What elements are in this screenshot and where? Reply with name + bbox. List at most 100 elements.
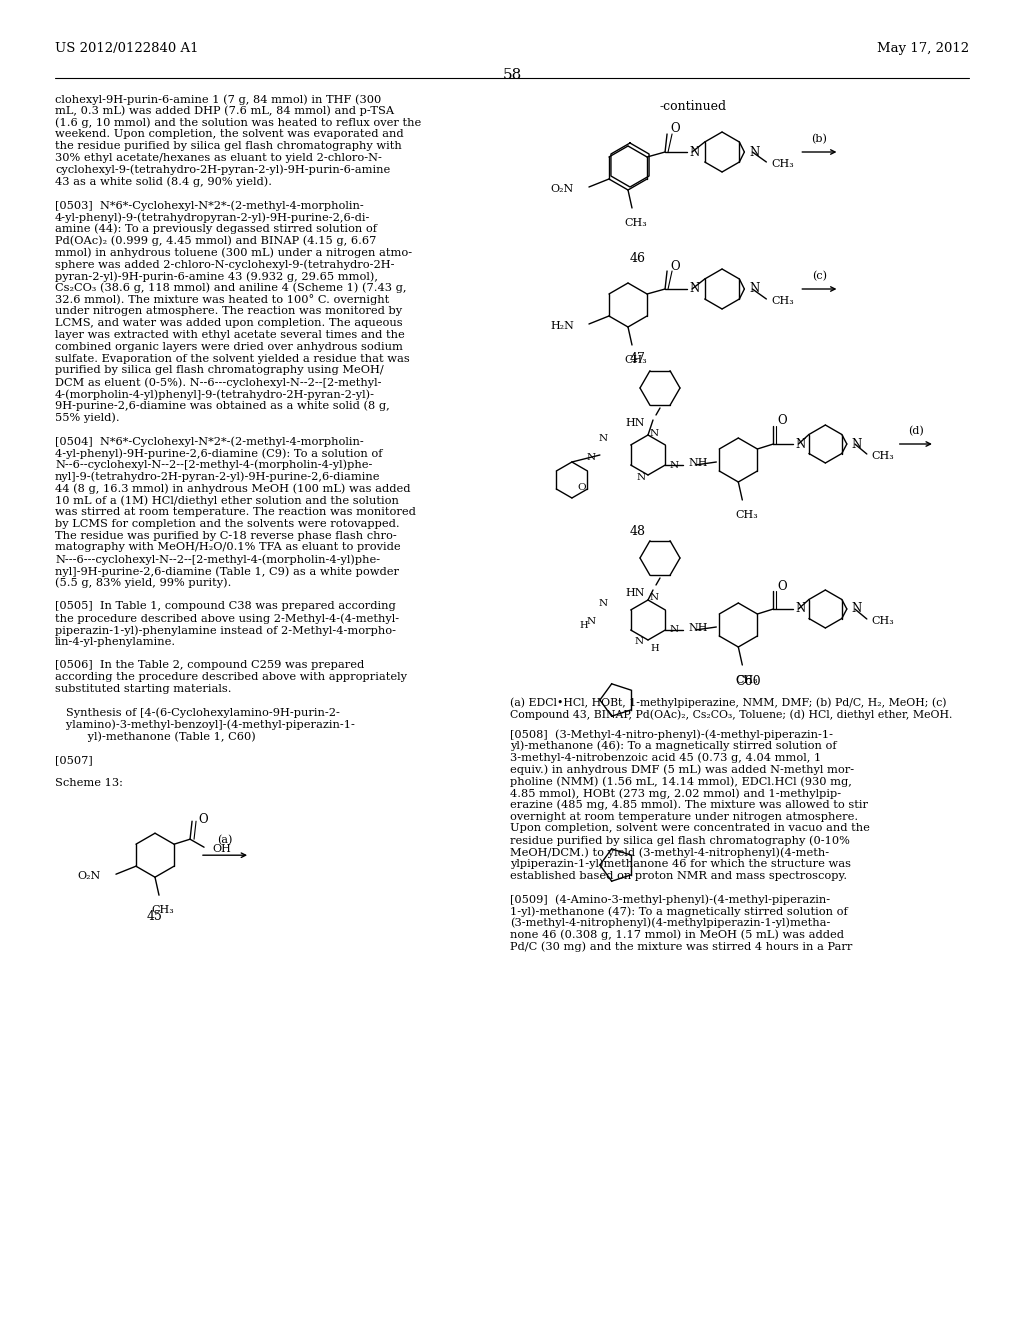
Text: N: N [650,429,659,437]
Text: CH₃: CH₃ [735,675,758,685]
Text: nyl]-9H-purine-2,6-diamine (Table 1, C9) as a white powder: nyl]-9H-purine-2,6-diamine (Table 1, C9)… [55,566,399,577]
Text: layer was extracted with ethyl acetate several times and the: layer was extracted with ethyl acetate s… [55,330,404,341]
Text: none 46 (0.308 g, 1.17 mmol) in MeOH (5 mL) was added: none 46 (0.308 g, 1.17 mmol) in MeOH (5 … [510,929,844,940]
Text: O₂N: O₂N [551,183,573,194]
Text: Synthesis of [4-(6-Cyclohexylamino-9H-purin-2-: Synthesis of [4-(6-Cyclohexylamino-9H-pu… [55,708,340,718]
Text: NH: NH [688,458,708,469]
Text: the procedure described above using 2-Methyl-4-(4-methyl-: the procedure described above using 2-Me… [55,614,399,624]
Text: 4-yl-phenyl)-9-(tetrahydropyran-2-yl)-9H-purine-2,6-di-: 4-yl-phenyl)-9-(tetrahydropyran-2-yl)-9H… [55,213,371,223]
Text: sulfate. Evaporation of the solvent yielded a residue that was: sulfate. Evaporation of the solvent yiel… [55,354,410,363]
Text: US 2012/0122840 A1: US 2012/0122840 A1 [55,42,199,55]
Text: according the procedure described above with appropriately: according the procedure described above … [55,672,407,682]
Text: NH: NH [688,623,708,634]
Text: CH₃: CH₃ [871,451,895,461]
Text: CH₃: CH₃ [735,510,758,520]
Text: equiv.) in anhydrous DMF (5 mL) was added N-methyl mor-: equiv.) in anhydrous DMF (5 mL) was adde… [510,764,854,775]
Text: O: O [777,579,787,593]
Text: HN: HN [626,587,645,598]
Text: mL, 0.3 mL) was added DHP (7.6 mL, 84 mmol) and p-TSA: mL, 0.3 mL) was added DHP (7.6 mL, 84 mm… [55,106,394,116]
Text: (b): (b) [811,133,827,144]
Text: Cs₂CO₃ (38.6 g, 118 mmol) and aniline 4 (Scheme 1) (7.43 g,: Cs₂CO₃ (38.6 g, 118 mmol) and aniline 4 … [55,282,407,293]
Text: 45: 45 [147,911,163,923]
Text: N: N [650,594,659,602]
Text: CH₃: CH₃ [771,296,795,306]
Text: N: N [670,626,679,635]
Text: N: N [670,461,679,470]
Text: overnight at room temperature under nitrogen atmosphere.: overnight at room temperature under nitr… [510,812,858,821]
Text: (d): (d) [908,425,924,436]
Text: O: O [777,414,787,428]
Text: (1.6 g, 10 mmol) and the solution was heated to reflux over the: (1.6 g, 10 mmol) and the solution was he… [55,117,421,128]
Text: 4-yl-phenyl)-9H-purine-2,6-diamine (C9): To a solution of: 4-yl-phenyl)-9H-purine-2,6-diamine (C9):… [55,447,383,458]
Text: 3-methyl-4-nitrobenzoic acid 45 (0.73 g, 4.04 mmol, 1: 3-methyl-4-nitrobenzoic acid 45 (0.73 g,… [510,752,821,763]
Text: 46: 46 [630,252,646,265]
Text: N: N [587,453,596,462]
Text: piperazin-1-yl)-phenylamine instead of 2-Methyl-4-morpho-: piperazin-1-yl)-phenylamine instead of 2… [55,624,396,635]
Text: the residue purified by silica gel flash chromatography with: the residue purified by silica gel flash… [55,141,401,152]
Text: C60: C60 [735,675,761,688]
Text: N: N [689,282,699,296]
Text: N: N [599,599,607,609]
Text: DCM as eluent (0-5%). N--6---cyclohexyl-N--2--[2-methyl-: DCM as eluent (0-5%). N--6---cyclohexyl-… [55,378,382,388]
Text: 30% ethyl acetate/hexanes as eluant to yield 2-chloro-N-: 30% ethyl acetate/hexanes as eluant to y… [55,153,382,162]
Text: yl)-methanone (Table 1, C60): yl)-methanone (Table 1, C60) [55,731,256,742]
Text: substituted starting materials.: substituted starting materials. [55,684,231,694]
Text: ylpiperazin-1-yl)methanone 46 for which the structure was: ylpiperazin-1-yl)methanone 46 for which … [510,859,851,870]
Text: O: O [670,123,680,136]
Text: [0503]  N*6*-Cyclohexyl-N*2*-(2-methyl-4-morpholin-: [0503] N*6*-Cyclohexyl-N*2*-(2-methyl-4-… [55,201,364,211]
Text: N: N [796,602,806,615]
Text: [0504]  N*6*-Cyclohexyl-N*2*-(2-methyl-4-morpholin-: [0504] N*6*-Cyclohexyl-N*2*-(2-methyl-4-… [55,436,364,446]
Text: HN: HN [626,418,645,428]
Text: Pd/C (30 mg) and the mixture was stirred 4 hours in a Parr: Pd/C (30 mg) and the mixture was stirred… [510,941,852,952]
Text: 43 as a white solid (8.4 g, 90% yield).: 43 as a white solid (8.4 g, 90% yield). [55,177,272,187]
Text: N--6--cyclohexyl-N--2--[2-methyl-4-(morpholin-4-yl)phe-: N--6--cyclohexyl-N--2--[2-methyl-4-(morp… [55,459,373,470]
Text: [0506]  In the Table 2, compound C259 was prepared: [0506] In the Table 2, compound C259 was… [55,660,365,671]
Text: erazine (485 mg, 4.85 mmol). The mixture was allowed to stir: erazine (485 mg, 4.85 mmol). The mixture… [510,800,868,810]
Text: N---6---cyclohexyl-N--2--[2-methyl-4-(morpholin-4-yl)phe-: N---6---cyclohexyl-N--2--[2-methyl-4-(mo… [55,554,380,565]
Text: clohexyl-9H-purin-6-amine 1 (7 g, 84 mmol) in THF (300: clohexyl-9H-purin-6-amine 1 (7 g, 84 mmo… [55,94,381,104]
Text: N: N [587,618,596,627]
Text: lin-4-yl-phenylamine.: lin-4-yl-phenylamine. [55,636,176,647]
Text: H₂N: H₂N [550,321,573,331]
Text: 1-yl)-methanone (47): To a magnetically stirred solution of: 1-yl)-methanone (47): To a magnetically … [510,906,848,916]
Text: [0509]  (4-Amino-3-methyl-phenyl)-(4-methyl-piperazin-: [0509] (4-Amino-3-methyl-phenyl)-(4-meth… [510,894,830,904]
Text: N: N [750,282,760,296]
Text: O₂N: O₂N [78,871,101,882]
Text: N: N [750,145,760,158]
Text: LCMS, and water was added upon completion. The aqueous: LCMS, and water was added upon completio… [55,318,402,329]
Text: by LCMS for completion and the solvents were rotovapped.: by LCMS for completion and the solvents … [55,519,399,529]
Text: 4.85 mmol), HOBt (273 mg, 2.02 mmol) and 1-methylpip-: 4.85 mmol), HOBt (273 mg, 2.02 mmol) and… [510,788,841,799]
Text: (5.5 g, 83% yield, 99% purity).: (5.5 g, 83% yield, 99% purity). [55,578,231,589]
Text: N: N [852,602,862,615]
Text: combined organic layers were dried over anhydrous sodium: combined organic layers were dried over … [55,342,402,352]
Text: sphere was added 2-chloro-N-cyclohexyl-9-(tetrahydro-2H-: sphere was added 2-chloro-N-cyclohexyl-9… [55,259,394,269]
Text: established based on proton NMR and mass spectroscopy.: established based on proton NMR and mass… [510,871,847,880]
Text: CH₃: CH₃ [625,218,647,228]
Text: N: N [599,434,607,444]
Text: Upon completion, solvent were concentrated in vacuo and the: Upon completion, solvent were concentrat… [510,824,869,833]
Text: Scheme 13:: Scheme 13: [55,779,123,788]
Text: yl)-methanone (46): To a magnetically stirred solution of: yl)-methanone (46): To a magnetically st… [510,741,837,751]
Text: May 17, 2012: May 17, 2012 [877,42,969,55]
Text: 58: 58 [503,69,521,82]
Text: pyran-2-yl)-9H-purin-6-amine 43 (9.932 g, 29.65 mmol),: pyran-2-yl)-9H-purin-6-amine 43 (9.932 g… [55,271,378,281]
Text: CH₃: CH₃ [625,355,647,366]
Text: nyl]-9-(tetrahydro-2H-pyran-2-yl)-9H-purine-2,6-diamine: nyl]-9-(tetrahydro-2H-pyran-2-yl)-9H-pur… [55,471,381,482]
Text: 9H-purine-2,6-diamine was obtained as a white solid (8 g,: 9H-purine-2,6-diamine was obtained as a … [55,401,390,412]
Text: 4-(morpholin-4-yl)phenyl]-9-(tetrahydro-2H-pyran-2-yl)-: 4-(morpholin-4-yl)phenyl]-9-(tetrahydro-… [55,389,375,400]
Text: ylamino)-3-methyl-benzoyl]-(4-methyl-piperazin-1-: ylamino)-3-methyl-benzoyl]-(4-methyl-pip… [55,719,355,730]
Text: CH₃: CH₃ [152,906,174,915]
Text: mmol) in anhydrous toluene (300 mL) under a nitrogen atmo-: mmol) in anhydrous toluene (300 mL) unde… [55,247,412,257]
Text: pholine (NMM) (1.56 mL, 14.14 mmol), EDCl.HCl (930 mg,: pholine (NMM) (1.56 mL, 14.14 mmol), EDC… [510,776,852,787]
Text: N: N [852,437,862,450]
Text: Pd(OAc)₂ (0.999 g, 4.45 mmol) and BINAP (4.15 g, 6.67: Pd(OAc)₂ (0.999 g, 4.45 mmol) and BINAP … [55,235,377,246]
Text: was stirred at room temperature. The reaction was monitored: was stirred at room temperature. The rea… [55,507,416,517]
Text: O: O [198,813,208,826]
Text: N: N [635,638,644,647]
Text: The residue was purified by C-18 reverse phase flash chro-: The residue was purified by C-18 reverse… [55,531,396,541]
Text: -continued: -continued [660,100,727,114]
Text: (a) EDCl•HCl, HOBt, 1-methylpiperazine, NMM, DMF; (b) Pd/C, H₂, MeOH; (c): (a) EDCl•HCl, HOBt, 1-methylpiperazine, … [510,697,946,708]
Text: (3-methyl-4-nitrophenyl)(4-methylpiperazin-1-yl)metha-: (3-methyl-4-nitrophenyl)(4-methylpiperaz… [510,917,830,928]
Text: Compound 43, BINAP, Pd(OAc)₂, Cs₂CO₃, Toluene; (d) HCl, diethyl ether, MeOH.: Compound 43, BINAP, Pd(OAc)₂, Cs₂CO₃, To… [510,709,952,719]
Text: CH₃: CH₃ [771,158,795,169]
